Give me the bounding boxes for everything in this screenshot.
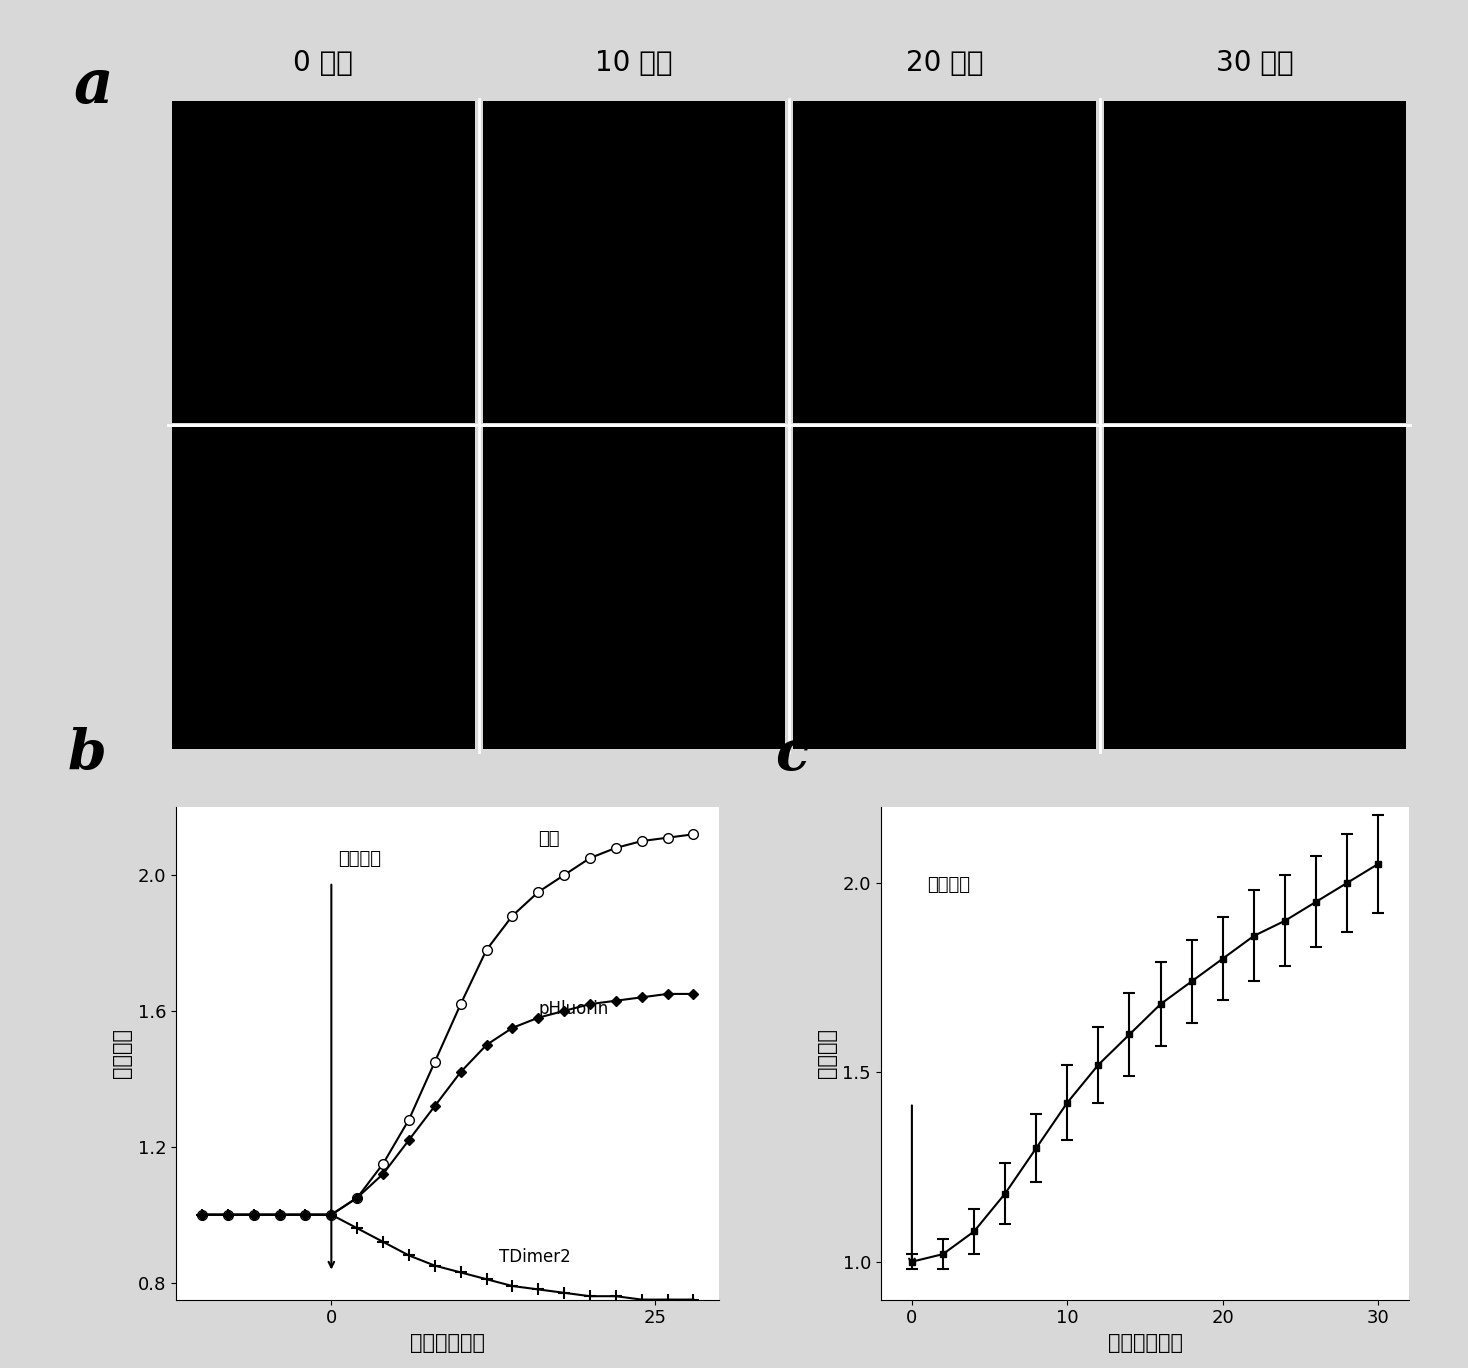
Text: 比佳: 比佳 [539,830,559,848]
Text: 加胰岛素: 加胰岛素 [928,877,970,895]
Bar [1104,101,1406,423]
Bar [793,101,1095,423]
Bar [172,101,474,423]
Bar [1104,427,1406,750]
Text: 加胰岛素: 加胰岛素 [338,851,380,869]
Text: b: b [68,728,106,782]
Y-axis label: 荧光比値: 荧光比値 [816,1029,837,1078]
X-axis label: 时间（分钟）: 时间（分钟） [410,1332,486,1353]
Text: TDimer2: TDimer2 [499,1248,571,1267]
Bar [483,101,785,423]
Text: 10 分钟: 10 分钟 [595,49,672,77]
Text: a: a [73,56,113,115]
X-axis label: 时间（分钟）: 时间（分钟） [1107,1332,1183,1353]
Y-axis label: 荧光比値: 荧光比値 [112,1029,132,1078]
Bar [172,427,474,750]
Text: pHluorin: pHluorin [539,1000,609,1018]
Text: 0 分钟: 0 分钟 [294,49,354,77]
Text: c: c [775,728,809,782]
Text: 20 分钟: 20 分钟 [906,49,984,77]
Bar [793,427,1095,750]
Bar [483,427,785,750]
Text: 30 分钟: 30 分钟 [1217,49,1293,77]
